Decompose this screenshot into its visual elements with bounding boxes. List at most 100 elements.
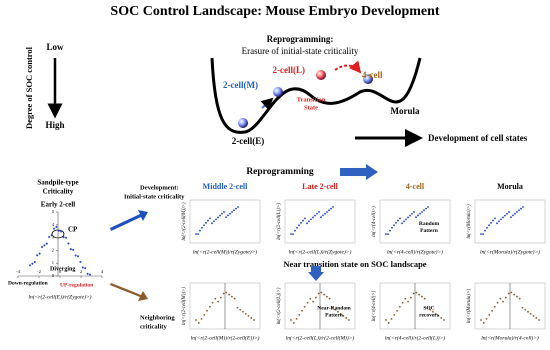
scatter-dot	[415, 291, 418, 294]
scatter-dot	[55, 225, 58, 228]
scatter-dot	[504, 296, 507, 299]
scatter-dot	[510, 216, 512, 219]
scatter-dot	[415, 216, 417, 219]
arrow	[110, 283, 148, 301]
x-axis-label: ln(<r(4-cell)/r(Zygote)>)	[387, 248, 443, 255]
scatter-dot	[421, 211, 423, 213]
scatter-dot	[302, 219, 304, 222]
scatter-dot	[217, 216, 219, 219]
scatter-dot	[427, 206, 429, 208]
scatter-dot	[328, 209, 330, 212]
scatter-dot	[237, 206, 239, 208]
scatter-dot	[306, 301, 309, 304]
scatter-dot	[67, 242, 70, 245]
y-tick-label: 2	[52, 247, 54, 252]
scatter-dot	[320, 216, 322, 219]
neighboring-label: Neighboring	[140, 314, 175, 321]
scatter-dot	[437, 315, 440, 317]
scatter-dot	[496, 222, 498, 225]
scatter-dot	[294, 229, 296, 232]
scatter-dot	[405, 218, 407, 221]
scatter-dot	[207, 219, 209, 222]
scatter-dot	[330, 207, 332, 210]
arrow	[308, 266, 324, 281]
x-tick-label: 2	[80, 269, 82, 274]
annotation: SOC	[423, 306, 434, 312]
y-axis-label: ln(<r(2-cell(L))>)	[277, 203, 282, 240]
scatter-dot	[306, 222, 308, 225]
scatter-dot	[413, 211, 415, 213]
scatter-dot	[409, 296, 412, 299]
cp-label: CP	[68, 226, 78, 234]
scatter-dot	[247, 315, 250, 317]
scatter-dot	[521, 306, 524, 309]
erasure-label: Erasure of initial-state criticality	[242, 46, 359, 56]
scatter-dot	[219, 214, 221, 217]
x-axis-label: ln(<r(Morula)/r(4-cell)>)	[481, 334, 539, 341]
scatter-dot	[532, 315, 535, 317]
scatter-dot	[396, 309, 398, 312]
sandpile-title: Sandpile-type	[37, 179, 78, 187]
scatter-dot	[538, 319, 540, 321]
scatter-dot	[493, 305, 496, 308]
scatter-dot	[407, 216, 409, 219]
scatter-dot	[29, 264, 31, 267]
scatter-dot	[298, 313, 301, 316]
scatter-dot	[203, 224, 205, 227]
panel-frame	[189, 199, 261, 244]
scatter-dot	[53, 227, 55, 230]
scatter-dot	[486, 226, 488, 229]
scatter-dot	[522, 206, 524, 208]
annotation: Pattern	[420, 228, 438, 234]
diverging-label: Diverging	[50, 266, 75, 272]
up-label: UP-regulation	[60, 282, 93, 288]
high-label: High	[45, 120, 64, 130]
scatter-dot	[389, 229, 391, 232]
scatter-dot	[502, 300, 504, 303]
scatter-dot	[342, 315, 345, 317]
scatter-dot	[421, 295, 423, 298]
scatter-dot	[482, 322, 485, 324]
scatter-dot	[328, 297, 331, 300]
state-ball	[238, 118, 248, 128]
annotation: recovers	[419, 313, 439, 319]
scatter-dot	[334, 308, 337, 311]
arrow	[260, 97, 274, 111]
scatter-dot	[197, 322, 200, 324]
scatter-dot	[217, 300, 219, 303]
scatter-dot	[498, 220, 500, 223]
y-tick-label: 0	[52, 273, 55, 278]
scatter-dot	[390, 318, 393, 320]
scatter-dot	[43, 244, 46, 247]
scatter-dot	[337, 310, 339, 313]
y-axis-label: ln(<r(4-cell)>)	[372, 206, 377, 237]
scatter-dot	[296, 226, 298, 229]
scatter-dot	[208, 305, 211, 308]
scatter-dot	[308, 220, 310, 223]
scatter-dot	[490, 221, 492, 224]
scatter-dot	[62, 236, 65, 239]
scatter-dot	[89, 273, 91, 276]
scatter-dot	[225, 291, 228, 294]
scatter-dot	[314, 296, 317, 299]
scatter-dot	[211, 222, 213, 225]
scatter-dot	[292, 322, 295, 324]
scatter-dot	[425, 207, 427, 210]
title: SOC Control Landscape: Mouse Embryo Deve…	[110, 4, 439, 19]
x-axis-label: ln(<r(2-cell(M))/r(2-cell(E))>)	[191, 334, 260, 341]
scatter-dot	[233, 209, 235, 212]
scatter-dot	[412, 292, 415, 295]
scatter-dot	[250, 317, 253, 319]
x-tick-label: 0	[59, 269, 62, 274]
scatter-dot	[387, 233, 389, 236]
scatter-dot	[227, 214, 229, 217]
y-tick-label: 4	[52, 222, 55, 227]
scatter-dot	[320, 291, 323, 294]
y-tick-label: 1	[52, 260, 54, 265]
y-tick-label: 5	[52, 209, 55, 214]
scatter-dot	[223, 211, 225, 213]
scatter-dot	[310, 218, 312, 221]
development-label: Development:	[140, 184, 179, 191]
panel-frame	[474, 199, 546, 244]
scatter-dot	[391, 226, 393, 229]
